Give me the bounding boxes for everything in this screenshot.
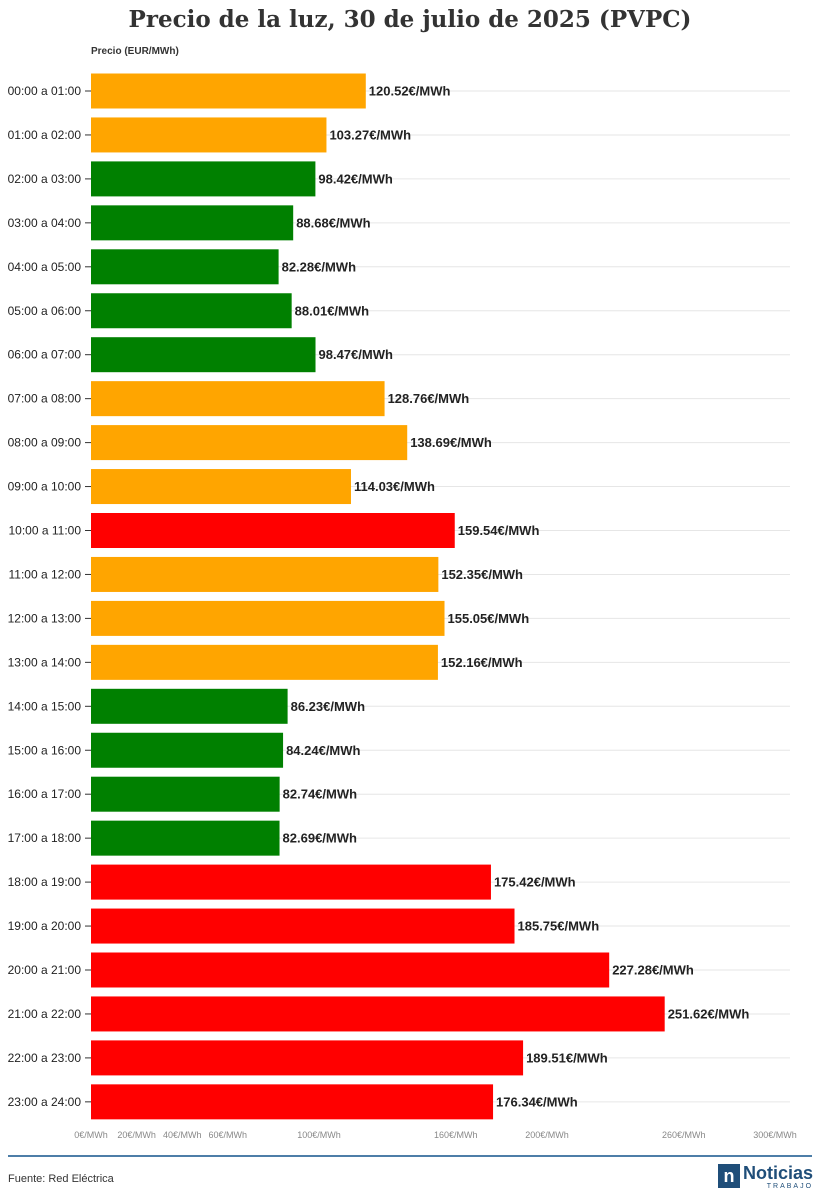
- category-label: 11:00 a 12:00: [8, 567, 81, 581]
- bar: [91, 864, 491, 900]
- value-label: 120.52€/MWh: [369, 84, 451, 99]
- value-label: 227.28€/MWh: [612, 963, 694, 978]
- category-label: 04:00 a 05:00: [8, 260, 82, 274]
- bar: [91, 644, 438, 680]
- bar: [91, 293, 292, 329]
- bar: [91, 425, 408, 461]
- value-label: 82.28€/MWh: [282, 259, 356, 274]
- bar: [91, 513, 455, 548]
- value-label: 86.23€/MWh: [291, 699, 365, 714]
- category-label: 23:00 a 24:00: [8, 1095, 82, 1109]
- bar: [91, 205, 294, 241]
- value-label: 98.47€/MWh: [319, 347, 393, 362]
- category-label: 07:00 a 08:00: [8, 392, 82, 406]
- bar: [91, 556, 439, 592]
- category-label: 10:00 a 11:00: [8, 524, 81, 538]
- bar: [91, 1040, 524, 1076]
- category-label: 22:00 a 23:00: [8, 1051, 82, 1065]
- bar: [91, 117, 327, 153]
- value-label: 103.27€/MWh: [329, 127, 411, 142]
- bar: [91, 337, 316, 373]
- logo-sub: TRABAJO: [766, 1183, 814, 1190]
- value-label: 128.76€/MWh: [388, 391, 470, 406]
- x-tick-label: 100€/MWh: [297, 1130, 341, 1140]
- chart-title: Precio de la luz, 30 de julio de 2025 (P…: [128, 6, 692, 33]
- value-label: 98.42€/MWh: [318, 171, 392, 186]
- bar: [91, 820, 280, 856]
- category-label: 14:00 a 15:00: [8, 699, 82, 713]
- footer-divider: [8, 1155, 812, 1157]
- bar: [91, 249, 279, 285]
- category-label: 19:00 a 20:00: [8, 919, 82, 933]
- axis-label: Precio (EUR/MWh): [91, 46, 179, 57]
- value-label: 159.54€/MWh: [458, 523, 540, 538]
- value-label: 114.03€/MWh: [354, 479, 435, 494]
- category-label: 17:00 a 18:00: [8, 831, 82, 845]
- bar: [91, 381, 385, 417]
- category-label: 00:00 a 01:00: [8, 84, 82, 98]
- value-label: 88.01€/MWh: [295, 303, 369, 318]
- brand-logo[interactable]: n Noticias TRABAJO: [718, 1164, 813, 1190]
- bar: [91, 996, 665, 1032]
- category-label: 12:00 a 13:00: [8, 611, 82, 625]
- x-tick-label: 60€/MWh: [209, 1130, 248, 1140]
- bar: [91, 776, 280, 812]
- value-label: 152.35€/MWh: [441, 567, 523, 582]
- bar: [91, 908, 515, 944]
- x-tick-label: 20€/MWh: [117, 1130, 156, 1140]
- value-label: 138.69€/MWh: [410, 435, 492, 450]
- bar-chart: 00:00 a 01:00 120.52€/MWh 01:00 a 02:00 103…: [8, 73, 797, 1140]
- value-label: 185.75€/MWh: [518, 919, 600, 934]
- logo-word: Noticias: [743, 1163, 814, 1183]
- value-label: 82.74€/MWh: [283, 787, 357, 802]
- category-label: 02:00 a 03:00: [8, 172, 82, 186]
- bar: [91, 732, 284, 768]
- value-label: 189.51€/MWh: [526, 1050, 608, 1065]
- x-tick-label: 160€/MWh: [434, 1130, 478, 1140]
- category-label: 13:00 a 14:00: [8, 655, 82, 669]
- value-label: 251.62€/MWh: [668, 1006, 750, 1021]
- category-label: 21:00 a 22:00: [8, 1007, 82, 1021]
- category-label: 03:00 a 04:00: [8, 216, 82, 230]
- x-tick-label: 260€/MWh: [662, 1130, 706, 1140]
- value-label: 155.05€/MWh: [448, 611, 530, 626]
- x-tick-label: 300€/MWh: [753, 1130, 797, 1140]
- x-tick-label: 40€/MWh: [163, 1130, 202, 1140]
- category-label: 16:00 a 17:00: [8, 787, 82, 801]
- category-label: 18:00 a 19:00: [8, 875, 82, 889]
- bar: [91, 469, 351, 505]
- x-tick-label: 200€/MWh: [525, 1130, 569, 1140]
- bar: [91, 1084, 494, 1120]
- bar: [91, 952, 610, 988]
- category-label: 05:00 a 06:00: [8, 304, 82, 318]
- category-label: 01:00 a 02:00: [8, 128, 82, 142]
- source-note: Fuente: Red Eléctrica: [8, 1173, 114, 1185]
- value-label: 175.42€/MWh: [494, 875, 576, 890]
- bar: [91, 161, 316, 197]
- value-label: 84.24€/MWh: [286, 743, 360, 758]
- x-tick-label: 0€/MWh: [74, 1130, 108, 1140]
- category-label: 08:00 a 09:00: [8, 436, 82, 450]
- bar: [91, 600, 445, 636]
- category-label: 06:00 a 07:00: [8, 348, 82, 362]
- bar: [91, 73, 366, 109]
- value-label: 152.16€/MWh: [441, 655, 523, 670]
- category-label: 20:00 a 21:00: [8, 963, 82, 977]
- value-label: 82.69€/MWh: [283, 831, 357, 846]
- bar: [91, 688, 288, 724]
- category-label: 15:00 a 16:00: [8, 743, 82, 757]
- category-label: 09:00 a 10:00: [8, 480, 82, 494]
- logo-icon: n: [718, 1164, 740, 1188]
- value-label: 88.68€/MWh: [296, 215, 370, 230]
- value-label: 176.34€/MWh: [496, 1094, 578, 1109]
